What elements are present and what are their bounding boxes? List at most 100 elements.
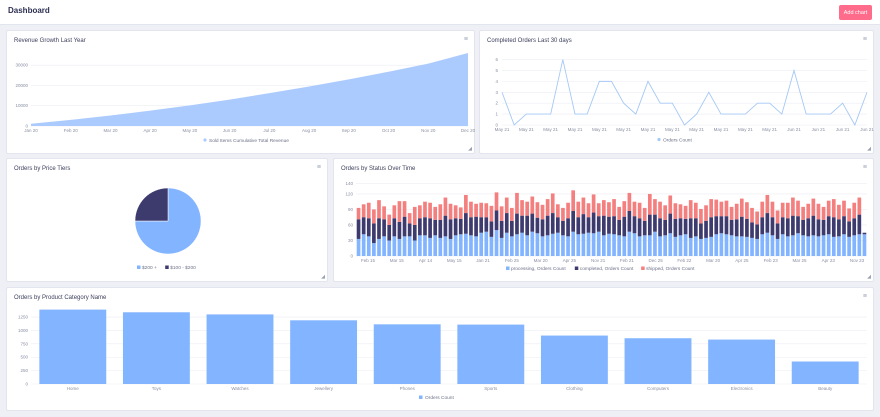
hamburger-icon[interactable]: ≡ xyxy=(316,164,321,171)
status-bar-segment xyxy=(826,234,831,256)
status-bar-segment xyxy=(392,205,397,219)
status-bar-segment xyxy=(499,206,504,221)
status-bar-segment xyxy=(540,236,545,256)
status-bar-segment xyxy=(366,236,371,256)
status-bar-segment xyxy=(842,200,846,217)
status-bar-segment xyxy=(397,238,402,256)
status-bar-segment xyxy=(765,232,770,256)
y-tick-label: 0 xyxy=(350,254,353,259)
y-tick-label: 120 xyxy=(345,191,353,196)
y-tick-label: 2 xyxy=(495,101,498,106)
status-bar-segment xyxy=(704,237,708,256)
status-bar-segment xyxy=(366,218,371,237)
status-bar-segment xyxy=(826,200,831,217)
top-bar: Dashboard Add chart xyxy=(0,0,880,25)
status-bar-segment xyxy=(504,197,509,214)
status-bar-segment xyxy=(361,217,366,235)
x-tick-label: Nov 21 xyxy=(591,258,606,263)
resize-handle-icon[interactable]: ◢ xyxy=(468,146,472,152)
status-bar-segment xyxy=(448,203,453,220)
category-bar xyxy=(373,324,441,384)
status-bar-segment xyxy=(556,217,560,233)
status-bar-segment xyxy=(668,195,673,214)
status-bar-segment xyxy=(637,202,642,219)
legend-label: $200 + xyxy=(142,265,157,271)
status-bar-segment xyxy=(464,233,468,256)
hamburger-icon[interactable]: ≡ xyxy=(463,36,468,43)
hamburger-icon[interactable]: ≡ xyxy=(862,36,867,43)
legend-swatch xyxy=(203,138,207,142)
status-bar-segment xyxy=(678,218,683,236)
status-bar-segment xyxy=(412,240,417,256)
status-bar-segment xyxy=(821,235,826,256)
status-bar-segment xyxy=(571,231,576,256)
status-bar-segment xyxy=(566,218,570,237)
y-tick-label: 30 xyxy=(348,238,354,243)
status-bar-segment xyxy=(739,236,744,256)
status-bar-segment xyxy=(816,203,821,220)
status-bar-segment xyxy=(775,223,780,239)
status-bar-segment xyxy=(663,219,667,236)
x-tick-label: May 21 xyxy=(616,127,631,132)
x-tick-label: Clothing xyxy=(566,386,583,391)
status-bar-segment xyxy=(632,201,637,217)
y-tick-label: 6 xyxy=(495,57,498,62)
status-bar-segment xyxy=(530,231,535,256)
status-bar-segment xyxy=(377,238,381,256)
status-bar-segment xyxy=(847,236,851,256)
status-bar-segment xyxy=(755,238,759,256)
status-bar-segment xyxy=(821,219,826,236)
y-tick-label: 500 xyxy=(20,355,28,360)
status-bar-segment xyxy=(837,236,841,256)
hamburger-icon[interactable]: ≡ xyxy=(862,164,867,171)
resize-handle-icon[interactable]: ◢ xyxy=(867,274,871,280)
status-bar-segment xyxy=(520,200,524,216)
status-bar-segment xyxy=(556,232,560,256)
x-tick-label: Feb 15 xyxy=(361,258,376,263)
category-bar xyxy=(624,338,692,384)
status-bar-segment xyxy=(535,233,540,256)
legend-label: Orders Count xyxy=(425,395,454,401)
status-bar-segment xyxy=(668,213,673,234)
status-bar-segment xyxy=(607,233,611,256)
status-bar-segment xyxy=(617,235,622,256)
status-bar-segment xyxy=(479,232,484,256)
x-tick-label: Jun 21 xyxy=(787,127,801,132)
y-tick-label: 1 xyxy=(495,112,498,117)
status-bar-segment xyxy=(785,202,790,219)
legend-swatch xyxy=(506,266,510,270)
status-bar-segment xyxy=(714,216,719,235)
category-bar xyxy=(708,339,776,384)
status-bar-segment xyxy=(632,216,637,234)
x-tick-label: Mar 15 xyxy=(390,258,405,263)
status-bar-segment xyxy=(545,215,550,236)
y-tick-label: 4 xyxy=(495,79,498,84)
legend-label: Sold Items Cumulative Total Revenue xyxy=(209,138,289,144)
status-bar-segment xyxy=(479,202,484,218)
status-bar-segment xyxy=(755,224,759,239)
y-tick-label: 60 xyxy=(348,222,354,227)
pie-slice xyxy=(134,187,169,222)
status-bar-segment xyxy=(423,235,427,256)
add-chart-button[interactable]: Add chart xyxy=(839,5,872,20)
status-bar-segment xyxy=(704,220,708,238)
status-bar-segment xyxy=(612,234,616,256)
status-bar-segment xyxy=(550,233,555,256)
status-bar-segment xyxy=(791,197,795,216)
category-bar xyxy=(540,335,608,384)
status-bar-segment xyxy=(857,214,862,235)
status-bar-segment xyxy=(642,220,647,236)
resize-handle-icon[interactable]: ◢ xyxy=(867,146,871,152)
resize-handle-icon[interactable]: ◢ xyxy=(321,274,325,280)
status-bar-segment xyxy=(423,217,427,236)
status-bar-segment xyxy=(688,200,693,219)
status-bar-segment xyxy=(770,235,775,256)
price-tiers-card: Orders by Price Tiers ≡ $200 + $100 - $20… xyxy=(6,158,328,282)
x-tick-label: Jun 20 xyxy=(223,128,237,133)
status-bar-segment xyxy=(847,221,851,237)
status-bar-segment xyxy=(545,199,550,216)
hamburger-icon[interactable]: ≡ xyxy=(862,293,867,300)
status-bar-segment xyxy=(540,204,545,220)
status-bar-segment xyxy=(617,206,622,220)
status-bar-segment xyxy=(499,237,504,256)
